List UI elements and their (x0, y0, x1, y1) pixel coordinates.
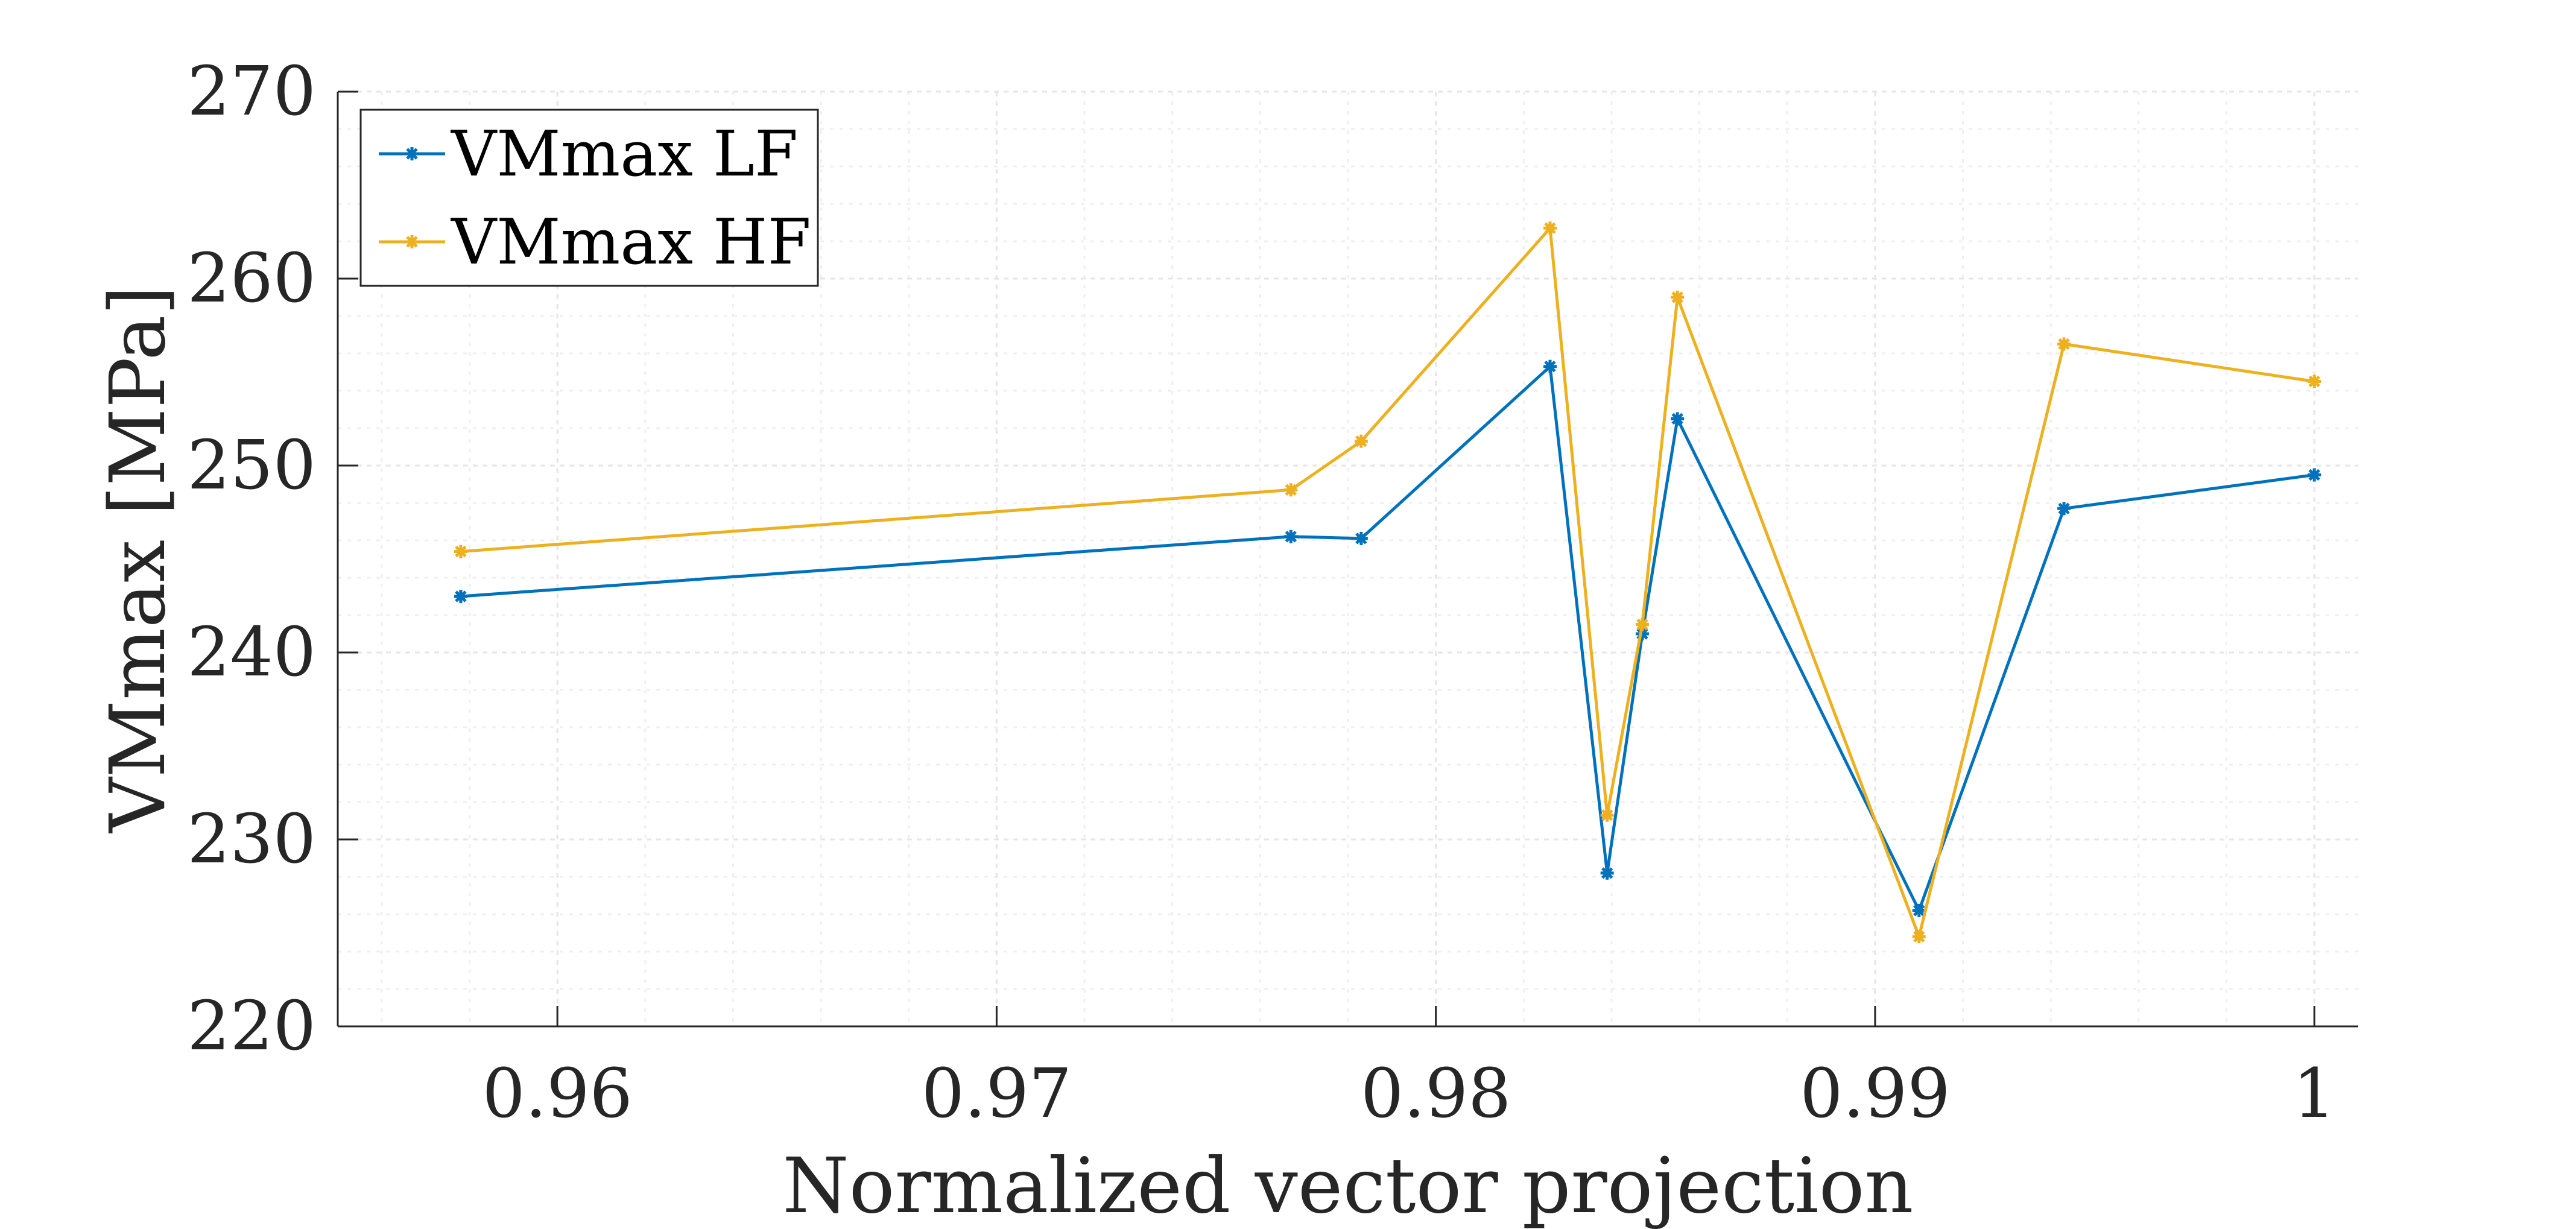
marker-stroke (2308, 375, 2320, 388)
x-tick-label: 1 (2293, 1055, 2336, 1133)
marker-stroke (2308, 469, 2320, 481)
x-tick-label: 0.97 (922, 1055, 1072, 1133)
data-point (1671, 412, 1685, 426)
y-axis-title: VMmax [MPa] (93, 285, 182, 833)
y-tick-label: 260 (187, 239, 316, 318)
marker-stroke (1355, 532, 1367, 545)
legend-marker (405, 147, 419, 160)
marker-stroke (2058, 338, 2070, 350)
y-tick-label: 230 (187, 800, 316, 879)
data-point (2057, 502, 2071, 516)
marker-stroke (1544, 222, 1556, 234)
y-tick-label: 250 (187, 426, 316, 505)
marker-stroke (1913, 905, 1925, 917)
marker-stroke (1671, 412, 1683, 425)
marker-stroke (455, 590, 467, 602)
legend-box (359, 109, 819, 287)
data-point (2308, 468, 2321, 482)
marker-stroke (1285, 531, 1297, 543)
marker-stroke (1671, 291, 1683, 303)
y-tick-label: 220 (187, 987, 316, 1066)
marker-stroke (1636, 618, 1648, 631)
marker-stroke (406, 148, 418, 160)
data-point (1912, 930, 1926, 944)
x-tick-label: 0.99 (1800, 1055, 1950, 1133)
series-line (460, 365, 2315, 912)
marker-stroke (2058, 502, 2070, 514)
marker-stroke (406, 236, 418, 248)
series-layer (454, 221, 2321, 944)
x-tick-label: 0.96 (482, 1055, 632, 1133)
data-point (454, 545, 467, 558)
marker-stroke (1913, 930, 1925, 943)
x-axis-title: Normalized vector projection (782, 1142, 1913, 1229)
legend: VMmax LF VMmax HF (359, 109, 819, 287)
data-point (1600, 866, 1614, 880)
data-point (1671, 291, 1685, 304)
marker-stroke (1355, 435, 1367, 447)
data-point (454, 590, 467, 603)
legend-item: VMmax LF (379, 117, 798, 191)
data-point (2057, 337, 2071, 351)
series-line (460, 226, 2315, 938)
series-hf (454, 221, 2321, 944)
legend-item: VMmax HF (379, 205, 811, 279)
data-point (1354, 531, 1368, 545)
y-tick-label: 240 (187, 613, 316, 692)
legend-label: VMmax HF (450, 205, 811, 279)
data-point (1912, 903, 1926, 917)
marker-stroke (1601, 867, 1613, 879)
data-point (2308, 374, 2321, 388)
marker-stroke (1544, 361, 1556, 373)
data-point (1284, 483, 1298, 497)
data-point (1600, 808, 1614, 822)
data-point (1284, 529, 1298, 543)
data-point (1354, 434, 1368, 448)
marker-stroke (1601, 809, 1613, 821)
x-tick-label: 0.98 (1361, 1055, 1511, 1133)
y-tick-label: 270 (187, 52, 316, 131)
marker-stroke (1285, 484, 1297, 496)
legend-marker (405, 235, 419, 248)
legend-label: VMmax LF (450, 117, 798, 191)
data-point (1635, 618, 1649, 631)
axes: 0.96 0.97 0.98 0.99 1 220 230 240 250 260 270 (187, 52, 2358, 1133)
data-point (1543, 221, 1557, 235)
marker-stroke (455, 545, 467, 558)
data-point (1543, 359, 1557, 373)
